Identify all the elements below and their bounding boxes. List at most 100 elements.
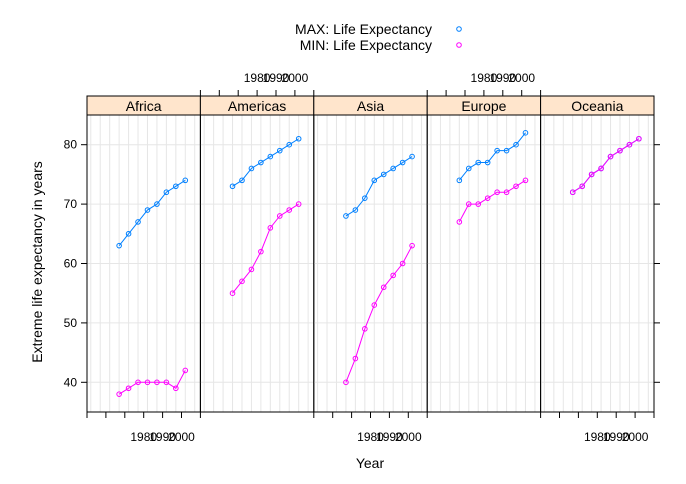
- y-tick-label: 80: [64, 138, 78, 152]
- data-point-min: [598, 165, 604, 172]
- data-point-max: [409, 153, 415, 160]
- strip-label: Asia: [357, 98, 384, 114]
- data-point-max: [503, 147, 510, 154]
- x-tick-label: 1990: [603, 430, 630, 444]
- data-point-max: [182, 177, 189, 184]
- data-point-min: [503, 189, 510, 196]
- data-point-min: [135, 379, 141, 386]
- data-point-max: [513, 141, 519, 148]
- data-point-min: [295, 201, 302, 207]
- x-tick-label: 1980: [471, 71, 498, 85]
- data-point-min: [636, 135, 642, 142]
- x-tick-label: 1980: [244, 71, 271, 85]
- data-point-min: [267, 225, 274, 231]
- y-axis: 40 50 60 70 80: [64, 138, 660, 389]
- data-point-min: [617, 147, 623, 154]
- legend-label-max: MAX: Life Expectancy: [295, 21, 432, 37]
- data-point-min: [607, 153, 614, 160]
- data-point-max: [135, 219, 141, 225]
- legend-marker-max: [456, 26, 462, 32]
- data-point-min: [229, 290, 236, 297]
- data-point-max: [229, 183, 236, 190]
- data-point-min: [125, 385, 132, 392]
- data-point-max: [116, 242, 122, 249]
- data-point-max: [276, 147, 283, 154]
- x-tick-label: 1990: [263, 71, 290, 85]
- data-point-min: [154, 379, 160, 386]
- data-point-min: [163, 379, 170, 386]
- y-tick-label: 70: [64, 197, 78, 211]
- x-tick-label: 1980: [584, 430, 611, 444]
- x-tick-label: 2000: [508, 71, 535, 85]
- legend-marker-min: [456, 42, 462, 48]
- data-point-max: [380, 171, 387, 178]
- x-tick-label: 2000: [168, 430, 195, 444]
- data-point-min: [465, 201, 472, 207]
- data-point-max: [362, 195, 368, 201]
- data-point-min: [588, 171, 595, 178]
- data-point-min: [475, 201, 482, 207]
- x-tick-label: 2000: [622, 430, 649, 444]
- data-point-min: [484, 195, 491, 201]
- data-point-max: [475, 159, 482, 166]
- y-tick-label: 60: [64, 257, 78, 271]
- data-point-min: [522, 177, 529, 184]
- series-line-max: [458, 132, 526, 181]
- x-tick-label: 1980: [130, 430, 157, 444]
- x-tick-label: 1990: [376, 430, 403, 444]
- data-point-min: [513, 183, 519, 190]
- data-point-max: [399, 159, 406, 166]
- data-point-min: [173, 385, 179, 392]
- data-point-min: [390, 272, 396, 279]
- data-point-max: [352, 207, 359, 213]
- data-point-max: [371, 177, 378, 184]
- data-point-min: [352, 355, 359, 362]
- data-point-min: [239, 278, 245, 285]
- data-point-max: [173, 183, 179, 190]
- data-point-min: [494, 189, 500, 196]
- series-line-min: [118, 370, 186, 395]
- x-axis-label: Year: [356, 455, 385, 471]
- data-point-max: [144, 207, 151, 213]
- data-point-max: [343, 213, 349, 219]
- data-point-max: [484, 159, 491, 166]
- data-point-max: [258, 159, 264, 166]
- chart-panels: Africa198019902000Americas198019902000As…: [64, 71, 660, 444]
- data-point-max: [286, 141, 293, 148]
- data-point-max: [390, 165, 396, 172]
- data-point-min: [276, 213, 283, 219]
- data-point-max: [239, 177, 245, 184]
- strip-label: Europe: [461, 98, 506, 114]
- y-tick-label: 50: [64, 316, 78, 330]
- x-tick-label: 2000: [395, 430, 422, 444]
- data-point-min: [182, 367, 189, 374]
- x-tick-label: 1980: [357, 430, 384, 444]
- data-point-max: [163, 189, 170, 196]
- x-tick-label: 1990: [489, 71, 516, 85]
- data-point-min: [626, 141, 633, 148]
- strip-label: Oceania: [571, 98, 623, 114]
- data-point-max: [248, 165, 255, 172]
- x-tick-label: 1990: [149, 430, 176, 444]
- strip-label: Americas: [228, 98, 286, 114]
- legend-label-min: MIN: Life Expectancy: [300, 37, 432, 53]
- data-point-max: [267, 153, 274, 160]
- data-point-max: [522, 130, 529, 136]
- data-point-min: [343, 379, 349, 386]
- data-point-min: [409, 242, 415, 249]
- data-point-min: [569, 189, 576, 196]
- data-point-max: [295, 135, 302, 142]
- strip-label: Africa: [126, 98, 162, 114]
- data-point-min: [258, 248, 264, 255]
- data-point-max: [154, 201, 160, 207]
- data-point-max: [456, 177, 463, 184]
- data-point-min: [116, 391, 122, 397]
- data-point-max: [465, 165, 472, 172]
- series-line-min: [458, 179, 526, 223]
